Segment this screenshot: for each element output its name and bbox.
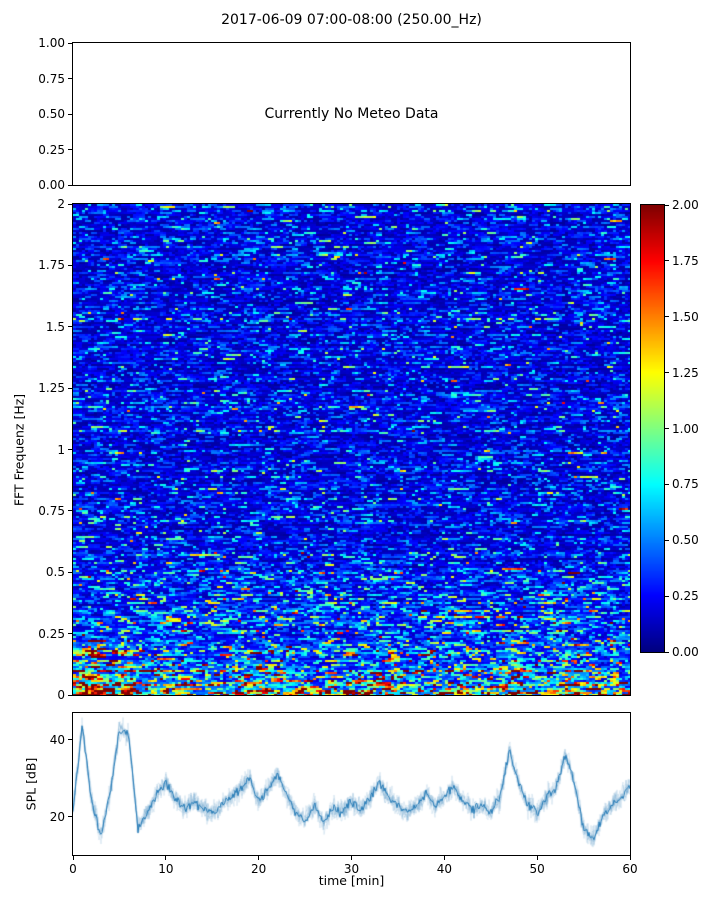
tick-label: 20 — [49, 809, 65, 824]
tick-label: 0.25 — [38, 626, 65, 641]
spectrogram-heatmap — [73, 204, 630, 695]
tick-label: 30 — [343, 862, 360, 876]
spl-ylabel: SPL [dB] — [23, 757, 39, 811]
tick-label: 2 — [57, 197, 65, 211]
no-meteo-data-text: Currently No Meteo Data — [264, 106, 439, 122]
tick-mark — [72, 856, 74, 860]
tick-label: 1.50 — [672, 309, 699, 324]
tick-mark — [68, 694, 72, 696]
tick-mark — [665, 204, 669, 206]
tick-mark — [351, 856, 352, 860]
tick-mark — [665, 428, 669, 429]
tick-mark — [68, 264, 72, 266]
tick-mark — [665, 539, 669, 541]
tick-label: 40 — [49, 732, 65, 747]
tick-mark — [665, 651, 669, 653]
tick-label: 1.75 — [672, 253, 699, 268]
time-xlabel: time [min] — [318, 873, 385, 888]
tick-mark — [68, 78, 72, 79]
tick-mark — [68, 149, 72, 150]
tick-mark — [536, 856, 538, 860]
tick-label: 20 — [251, 862, 267, 876]
meteo-panel: Currently No Meteo Data 1.00 0.75 0.50 0.25… — [38, 36, 631, 192]
tick-mark — [665, 260, 669, 262]
tick-mark — [68, 510, 72, 512]
colorbar: 2.00 1.75 1.50 1.25 1.00 0.75 0.50 0.25 0.00 — [640, 198, 699, 659]
tick-mark — [68, 113, 72, 115]
tick-mark — [68, 42, 72, 44]
tick-mark — [68, 326, 72, 328]
tick-mark — [68, 816, 72, 818]
tick-label: 1.25 — [38, 381, 65, 396]
spectrogram-ylabel: FFT Frequenz [Hz] — [11, 393, 27, 507]
tick-label: 1.00 — [38, 36, 65, 50]
tick-label: 1.75 — [38, 258, 65, 273]
tick-label: 0.00 — [672, 645, 699, 659]
tick-mark — [68, 571, 72, 573]
tick-label: 0.50 — [38, 107, 65, 121]
tick-label: 0 — [57, 688, 65, 702]
spectrogram-panel: 2 1.75 1.5 1.25 1 0.75 0.5 0.25 0 — [38, 197, 631, 702]
tick-mark — [68, 184, 72, 186]
tick-label: 1 — [57, 442, 65, 457]
tick-mark — [68, 203, 72, 205]
tick-label: 50 — [529, 862, 545, 876]
tick-label: 10 — [158, 862, 174, 876]
tick-mark — [165, 856, 167, 860]
tick-label: 0.25 — [38, 142, 65, 157]
tick-mark — [665, 316, 669, 318]
tick-label: 40 — [436, 862, 452, 876]
tick-label: 0.75 — [38, 503, 65, 518]
tick-mark — [68, 739, 72, 741]
spl-line-chart — [73, 713, 630, 855]
tick-label: 0.50 — [672, 533, 699, 548]
tick-label: 1.5 — [45, 319, 65, 334]
tick-mark — [68, 449, 72, 450]
tick-mark — [68, 387, 72, 389]
tick-label: 0.25 — [672, 589, 699, 604]
tick-label: 0.75 — [38, 71, 65, 86]
tick-label: 0.00 — [38, 178, 65, 192]
tick-label: 0.75 — [672, 477, 699, 492]
tick-mark — [68, 633, 72, 635]
tick-mark — [443, 856, 445, 860]
tick-label: 1.00 — [672, 421, 699, 436]
tick-mark — [665, 483, 669, 485]
tick-mark — [258, 856, 260, 860]
tick-mark — [665, 595, 669, 597]
tick-label: 0 — [69, 862, 77, 876]
tick-label: 2.00 — [672, 198, 699, 212]
spl-panel: 40 20 0 10 20 30 40 50 60 — [50, 712, 638, 876]
tick-label: 0.5 — [45, 565, 65, 580]
colorbar-gradient — [641, 205, 664, 652]
tick-mark — [629, 856, 631, 860]
tick-label: 60 — [622, 862, 638, 876]
tick-label: 1.25 — [672, 365, 699, 380]
page-title: 2017-06-09 07:00-08:00 (250.00_Hz) — [221, 12, 482, 28]
tick-mark — [665, 372, 669, 374]
